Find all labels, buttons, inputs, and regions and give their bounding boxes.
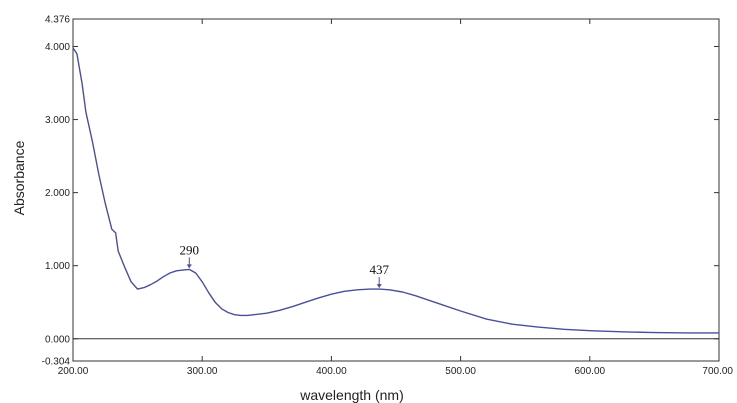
x-tick-label: 200.00 <box>58 366 89 377</box>
y-tick-label: -0.304 <box>42 357 71 368</box>
x-tick-label: 500.00 <box>445 366 476 377</box>
peak-label: 290 <box>180 242 200 257</box>
x-tick-label: 300.00 <box>187 366 218 377</box>
peak-marker-arrow <box>186 264 192 269</box>
x-tick-label: 600.00 <box>575 366 606 377</box>
peak-marker-arrow <box>376 284 382 289</box>
y-tick-label: 4.376 <box>45 15 70 26</box>
x-tick-label: 700.00 <box>702 366 733 377</box>
x-tick-label: 400.00 <box>316 366 347 377</box>
peak-label: 437 <box>369 262 389 277</box>
plot-frame <box>72 18 720 362</box>
x-axis-title: wavelength (nm) <box>299 387 404 403</box>
y-axis-title: Absorbance <box>11 140 27 215</box>
y-tick-label: 4.000 <box>45 42 70 53</box>
absorbance-series-line <box>72 47 719 334</box>
y-tick-label: 3.000 <box>45 115 70 126</box>
y-tick-label: 2.000 <box>45 188 70 199</box>
y-tick-label: 0.000 <box>45 334 70 345</box>
y-tick-label: 1.000 <box>45 261 70 272</box>
